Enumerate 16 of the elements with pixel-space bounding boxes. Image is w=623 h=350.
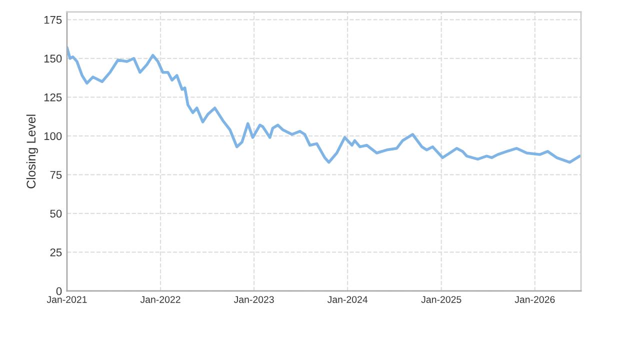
- y-tick-label: 25: [50, 248, 62, 256]
- y-axis-title: Closing Level: [26, 114, 38, 188]
- line-series: [66, 46, 582, 164]
- x-tick-label: Jan-2025: [421, 296, 462, 303]
- y-tick-label: 75: [50, 171, 62, 179]
- x-tick-label: Jan-2024: [327, 296, 368, 303]
- x-tick-label: Jan-2022: [140, 296, 180, 303]
- x-tick-label: Jan-2023: [234, 296, 274, 303]
- y-tick-label: 0: [56, 287, 62, 296]
- y-tick-label: 100: [44, 132, 62, 140]
- y-tick-label: 125: [44, 93, 62, 102]
- x-tick-label: Jan-2026: [514, 296, 555, 303]
- x-tick-label: Jan-2021: [46, 296, 87, 303]
- y-tick-label: 175: [44, 16, 62, 24]
- y-tick-label: 50: [50, 210, 62, 218]
- y-tick-label: 150: [44, 54, 62, 63]
